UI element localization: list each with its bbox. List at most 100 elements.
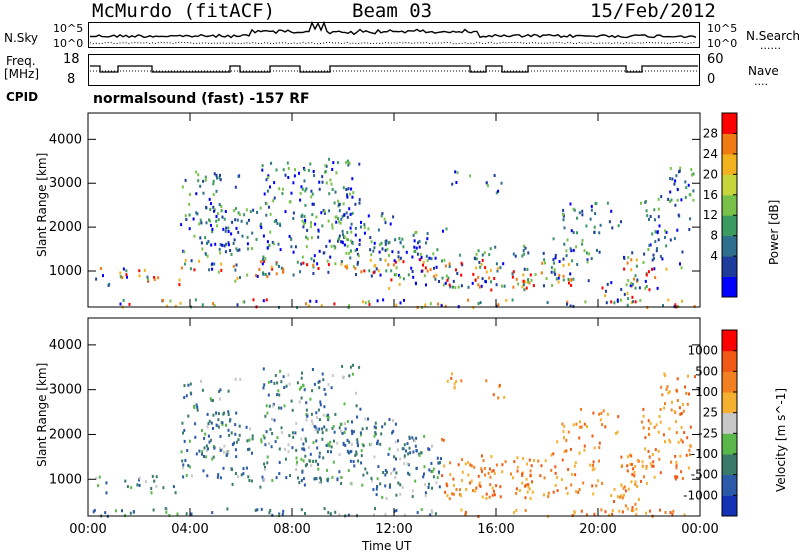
data-cell: [236, 249, 239, 253]
data-cell: [347, 469, 350, 473]
data-cell: [664, 402, 666, 406]
data-cell: [95, 476, 98, 480]
data-cell: [138, 483, 141, 487]
y-tick-label: 2000: [49, 220, 82, 235]
colorbar-tick-label: 1000: [687, 344, 718, 358]
data-cell: [360, 433, 362, 437]
data-cell: [522, 249, 525, 253]
data-cell: [554, 256, 557, 260]
data-cell: [554, 465, 557, 469]
data-cell: [295, 422, 298, 425]
data-cell: [376, 439, 379, 443]
data-cell: [471, 281, 474, 285]
data-cell: [627, 487, 630, 491]
data-cell: [411, 495, 414, 499]
data-cell: [634, 465, 637, 468]
power-colorbar-label: Power [dB]: [767, 199, 781, 265]
data-cell: [172, 485, 175, 489]
data-cell: [448, 265, 451, 268]
data-cell: [571, 259, 574, 263]
data-cell: [374, 263, 377, 267]
data-cell: [457, 463, 460, 467]
data-cell: [669, 440, 672, 444]
data-cell: [369, 443, 371, 447]
data-cell: [155, 484, 158, 488]
data-cell: [420, 269, 423, 273]
data-cell: [309, 452, 312, 456]
data-cell: [299, 191, 302, 195]
data-cell: [119, 271, 122, 275]
data-cell: [408, 446, 411, 450]
data-cell: [668, 390, 671, 394]
data-cell: [515, 277, 518, 281]
data-cell: [543, 476, 546, 480]
data-cell: [288, 234, 291, 238]
data-cell: [208, 440, 211, 444]
data-cell: [593, 467, 596, 471]
data-cell: [644, 447, 647, 451]
data-cell: [320, 304, 323, 308]
colorbar-segment: [722, 371, 737, 393]
data-cell: [324, 392, 327, 396]
data-cell: [280, 426, 283, 430]
data-cell: [494, 245, 497, 249]
data-cell: [309, 221, 312, 225]
data-cell: [496, 269, 499, 273]
data-cell: [397, 481, 400, 485]
data-cell: [281, 187, 284, 191]
data-cell: [285, 476, 288, 480]
data-cell: [351, 177, 354, 181]
data-cell: [524, 246, 527, 250]
data-cell: [512, 270, 515, 274]
data-cell: [435, 273, 438, 277]
data-cell: [495, 463, 498, 467]
data-cell: [656, 286, 659, 290]
data-cell: [680, 266, 683, 270]
data-cell: [396, 448, 399, 452]
data-cell: [210, 223, 212, 227]
data-cell: [658, 457, 661, 461]
data-cell: [406, 442, 409, 446]
data-cell: [395, 266, 398, 270]
data-cell: [460, 508, 463, 512]
data-cell: [392, 469, 395, 473]
data-cell: [504, 460, 507, 464]
data-cell: [457, 285, 460, 289]
data-cell: [684, 196, 687, 199]
x-tick-label: 12:00: [375, 522, 412, 537]
data-cell: [512, 252, 515, 256]
data-cell: [323, 507, 326, 511]
data-cell: [631, 295, 634, 299]
data-cell: [313, 382, 316, 386]
data-cell: [485, 280, 487, 284]
data-cell: [184, 178, 187, 182]
data-cell: [350, 230, 353, 234]
data-cell: [578, 488, 581, 491]
data-cell: [372, 249, 375, 253]
data-cell: [592, 411, 595, 415]
data-cell: [315, 477, 318, 481]
data-cell: [680, 426, 683, 429]
data-cell: [124, 479, 127, 483]
data-cell: [227, 230, 230, 233]
data-cell: [424, 483, 427, 487]
data-cell: [327, 270, 330, 274]
data-cell: [558, 260, 561, 263]
data-cell: [234, 423, 237, 427]
data-cell: [688, 228, 691, 231]
data-cell: [263, 462, 266, 466]
data-cell: [378, 243, 381, 247]
data-cell: [598, 446, 601, 449]
data-cell: [259, 485, 262, 489]
data-cell: [674, 477, 677, 481]
data-cell: [223, 444, 226, 448]
data-cell: [552, 258, 555, 262]
data-cell: [274, 440, 277, 444]
data-cell: [262, 257, 265, 261]
data-cell: [479, 484, 482, 488]
data-cell: [287, 176, 290, 179]
data-cell: [235, 455, 238, 459]
data-cell: [626, 261, 629, 265]
data-cell: [474, 278, 477, 282]
data-cell: [313, 254, 316, 258]
